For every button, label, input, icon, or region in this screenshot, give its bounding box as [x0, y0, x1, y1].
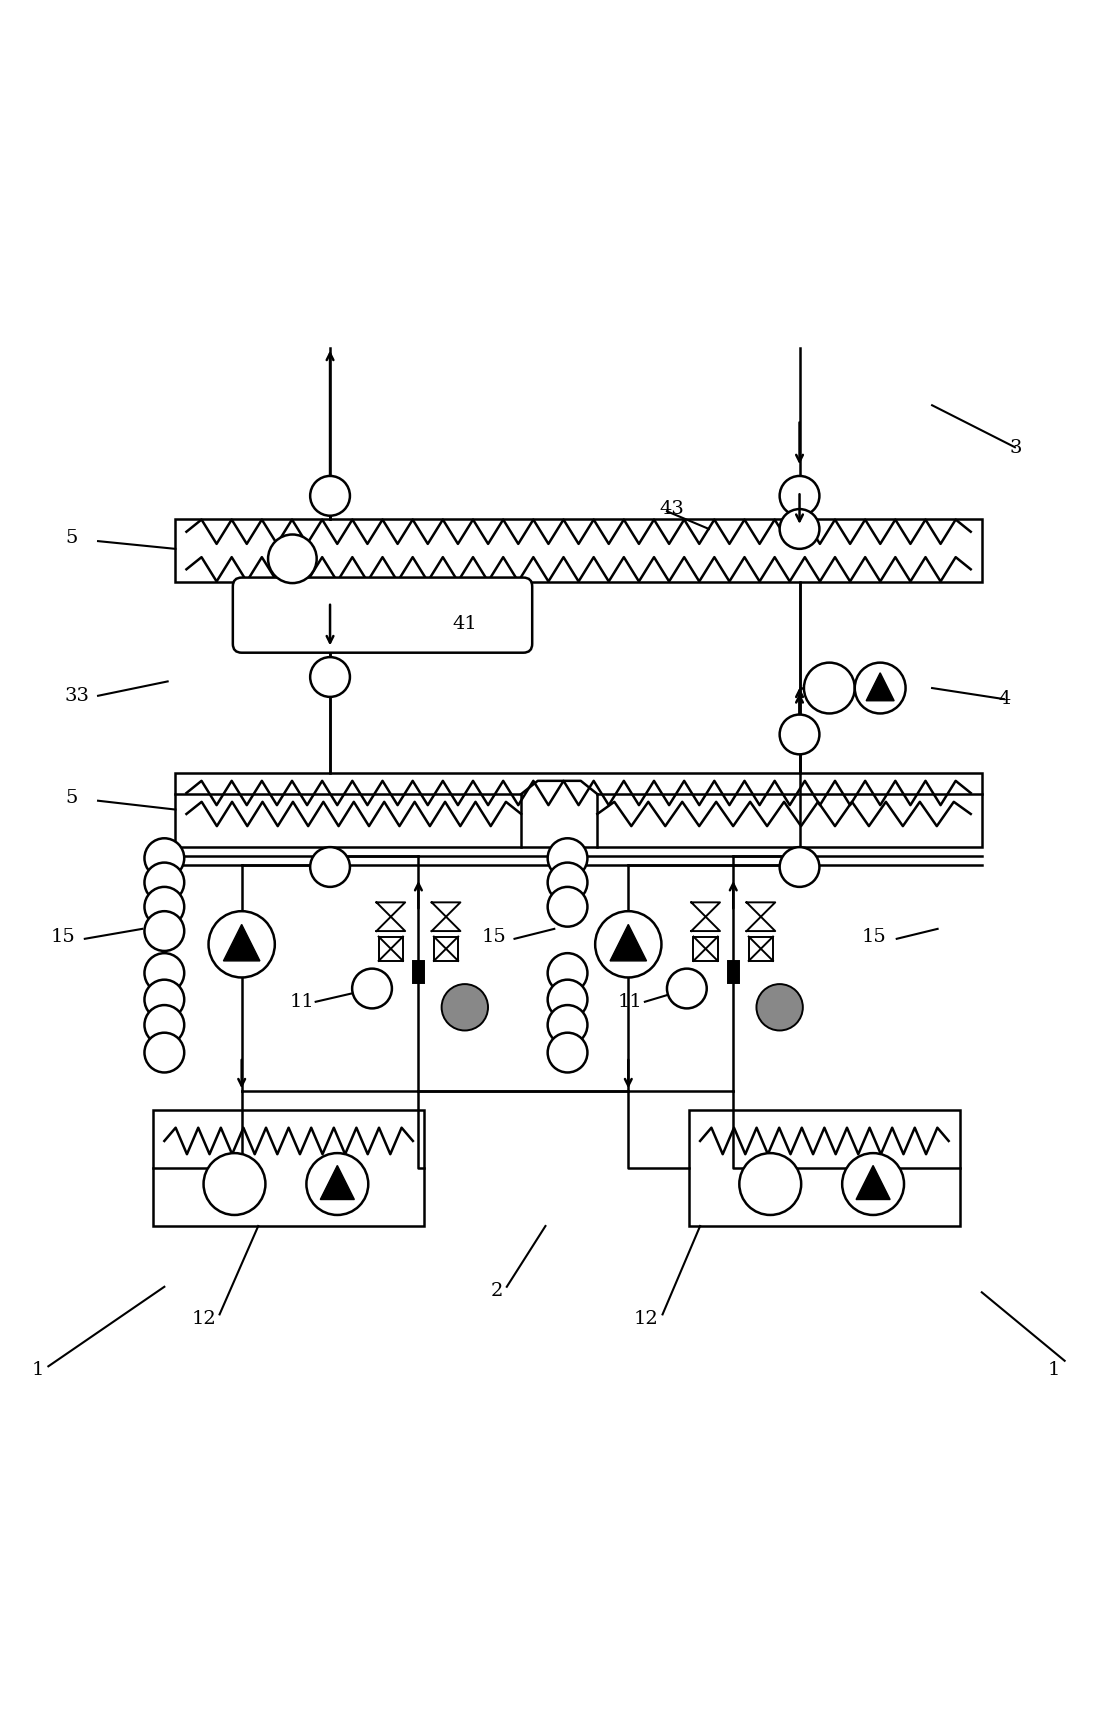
Polygon shape: [866, 673, 894, 701]
Text: 5: 5: [65, 789, 77, 806]
Text: 15: 15: [482, 928, 506, 947]
FancyBboxPatch shape: [233, 577, 532, 652]
Circle shape: [548, 980, 588, 1020]
Polygon shape: [321, 1165, 354, 1200]
Bar: [689, 1110, 959, 1226]
Bar: [378, 936, 403, 961]
Bar: [154, 1110, 424, 1226]
Circle shape: [442, 985, 487, 1030]
Circle shape: [208, 910, 275, 978]
Text: 33: 33: [65, 687, 90, 706]
Bar: [749, 936, 774, 961]
Circle shape: [757, 985, 802, 1030]
Polygon shape: [610, 924, 647, 961]
Circle shape: [595, 910, 661, 978]
Circle shape: [779, 510, 819, 550]
Circle shape: [548, 1006, 588, 1046]
Text: 2: 2: [490, 1281, 503, 1299]
Text: 15: 15: [861, 928, 886, 947]
Circle shape: [548, 1033, 588, 1072]
Circle shape: [548, 838, 588, 877]
Text: 5: 5: [65, 529, 77, 548]
Circle shape: [145, 980, 185, 1020]
Text: 43: 43: [659, 499, 684, 517]
Bar: [728, 961, 739, 983]
Circle shape: [779, 848, 819, 886]
Circle shape: [843, 1153, 904, 1216]
Bar: [176, 773, 982, 848]
Text: 4: 4: [998, 690, 1011, 707]
Circle shape: [145, 910, 185, 950]
Circle shape: [145, 1033, 185, 1072]
Text: 12: 12: [633, 1311, 659, 1328]
Text: 11: 11: [618, 994, 642, 1011]
Circle shape: [855, 662, 906, 713]
Text: 11: 11: [289, 994, 314, 1011]
Circle shape: [739, 1153, 801, 1216]
Circle shape: [268, 534, 317, 583]
Circle shape: [548, 954, 588, 994]
Polygon shape: [856, 1165, 890, 1200]
Circle shape: [779, 714, 819, 754]
Text: 15: 15: [50, 928, 76, 947]
Text: 1: 1: [32, 1361, 45, 1379]
Circle shape: [667, 969, 707, 1009]
Polygon shape: [224, 924, 260, 961]
Circle shape: [204, 1153, 265, 1216]
Circle shape: [779, 475, 819, 515]
Circle shape: [311, 475, 349, 515]
Circle shape: [311, 657, 349, 697]
Text: 12: 12: [191, 1311, 217, 1328]
Text: 41: 41: [453, 616, 477, 633]
Bar: [176, 518, 982, 583]
Text: 1: 1: [1048, 1361, 1061, 1379]
Circle shape: [145, 838, 185, 877]
Bar: [434, 936, 459, 961]
Circle shape: [145, 886, 185, 926]
Bar: [413, 961, 424, 983]
Circle shape: [311, 848, 349, 886]
Bar: [693, 936, 718, 961]
Text: 3: 3: [1009, 439, 1022, 456]
Circle shape: [145, 954, 185, 994]
Circle shape: [145, 862, 185, 902]
Circle shape: [306, 1153, 368, 1216]
Circle shape: [145, 1006, 185, 1046]
Circle shape: [352, 969, 392, 1009]
Circle shape: [548, 862, 588, 902]
Circle shape: [804, 662, 855, 713]
Circle shape: [548, 886, 588, 926]
